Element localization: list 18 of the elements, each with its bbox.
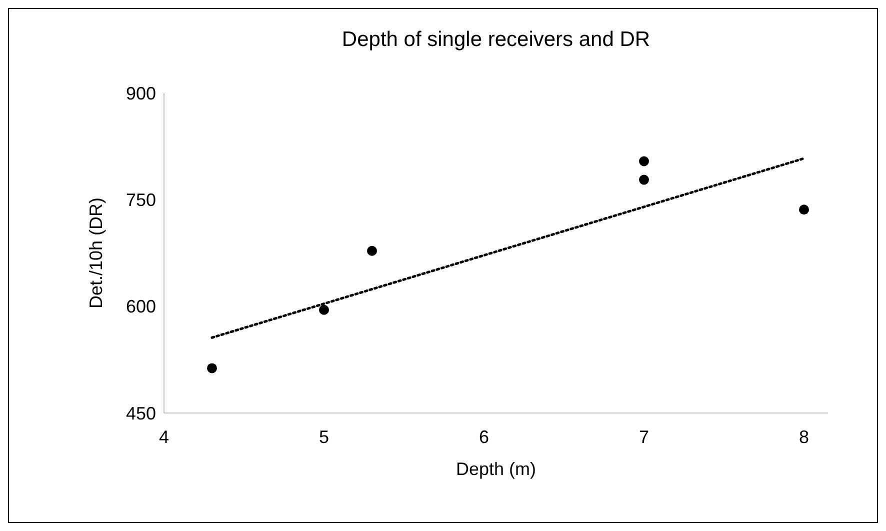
y-tick-label: 900 [126, 83, 156, 104]
point [639, 174, 649, 185]
x-tick-label: 7 [638, 427, 650, 447]
x-tick-label: 6 [478, 427, 490, 447]
x-tick-label: 4 [158, 427, 170, 447]
point [367, 246, 377, 256]
x-tick-label: 5 [318, 427, 330, 447]
y-tick-label: 600 [126, 296, 156, 317]
chart-title: Depth of single receivers and DR [342, 28, 650, 51]
point [799, 204, 809, 215]
point [207, 363, 217, 374]
y-tick-label: 750 [126, 190, 156, 210]
y-tick-label: 450 [126, 403, 156, 424]
point [319, 304, 329, 315]
x-axis-title: Depth (m) [456, 459, 536, 479]
point [639, 156, 649, 166]
x-tick-label: 8 [798, 427, 810, 447]
y-axis-title: Det./10h (DR) [86, 197, 106, 309]
